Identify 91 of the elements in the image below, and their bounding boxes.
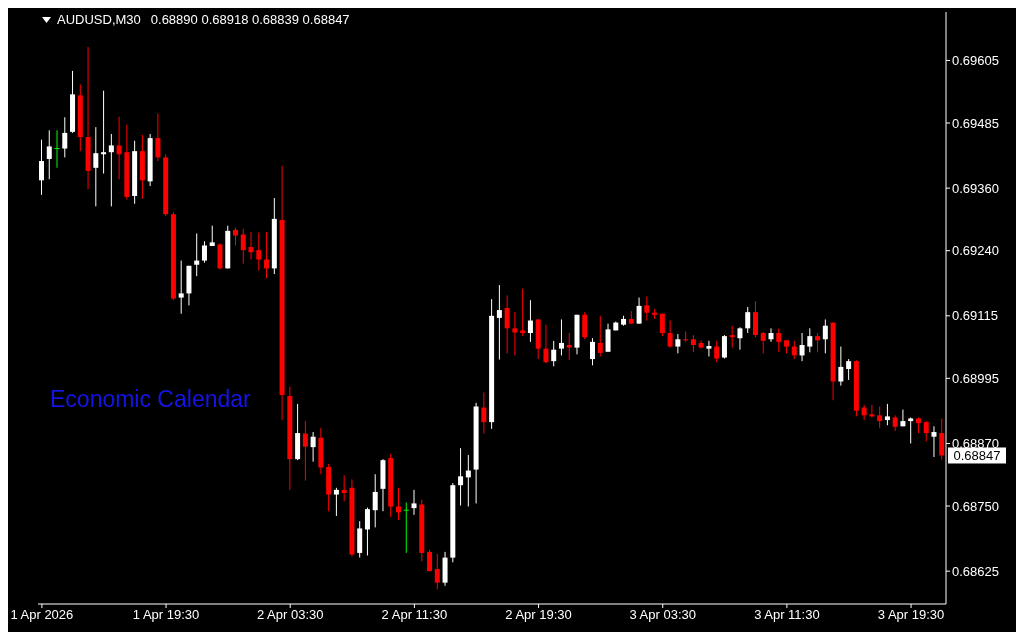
candlestick xyxy=(434,553,440,590)
candlestick xyxy=(908,416,914,444)
candlestick xyxy=(776,327,782,353)
chart-title: AUDUSD,M30 xyxy=(57,12,141,27)
candlestick xyxy=(822,318,828,354)
candlestick xyxy=(411,489,417,516)
candlestick xyxy=(62,116,68,158)
candlestick xyxy=(93,126,99,207)
candlestick xyxy=(248,231,254,261)
candlestick xyxy=(636,297,642,325)
y-tick-label: 0.68625 xyxy=(952,563,999,579)
y-tick-label: 0.68750 xyxy=(952,498,999,514)
candlestick xyxy=(403,501,410,554)
candlestick xyxy=(527,299,533,343)
candlestick xyxy=(217,242,223,270)
candlestick xyxy=(108,133,114,207)
candlestick xyxy=(178,260,184,315)
candlestick xyxy=(54,129,61,169)
candlestick xyxy=(558,318,564,356)
candlestick xyxy=(675,333,681,354)
candlestick xyxy=(194,232,200,277)
candlestick xyxy=(737,326,743,351)
annotation: Economic Calendar xyxy=(50,386,251,413)
candlestick xyxy=(799,332,805,362)
candlestick xyxy=(714,340,720,363)
candlestick xyxy=(364,507,370,557)
candlestick xyxy=(566,332,572,361)
candlestick xyxy=(729,325,735,349)
candlestick xyxy=(481,391,487,435)
candlestick xyxy=(721,334,727,360)
candlestick xyxy=(605,323,611,353)
y-tick-label: 0.69360 xyxy=(952,180,999,196)
candlestick xyxy=(310,431,316,463)
candlestick xyxy=(683,330,689,343)
candlestick xyxy=(745,306,751,334)
candlestick xyxy=(512,311,518,356)
candlestick xyxy=(923,420,929,442)
x-tick-label: 2 Apr 11:30 xyxy=(381,607,448,623)
candlestick xyxy=(46,129,52,180)
candlestick xyxy=(931,425,937,458)
candlestick xyxy=(597,315,603,357)
candlestick xyxy=(877,405,883,429)
candlestick xyxy=(302,420,308,481)
candlestick xyxy=(582,311,588,340)
x-tick-label: 3 Apr 03:30 xyxy=(629,607,696,623)
y-tick-label: 0.69485 xyxy=(952,115,999,131)
candlestick xyxy=(209,225,215,247)
x-tick-label: 1 Apr 2026 xyxy=(10,607,74,623)
candlestick xyxy=(760,331,766,354)
y-tick-label: 0.69605 xyxy=(952,53,999,69)
x-tick-label: 3 Apr 11:30 xyxy=(754,607,820,623)
chart-subtitle: 0.68890 0.68918 0.68839 0.68847 xyxy=(150,12,350,27)
candlestick xyxy=(504,294,510,354)
candlestick xyxy=(264,231,270,279)
candlestick xyxy=(240,228,246,265)
candlestick xyxy=(791,340,797,360)
candlestick xyxy=(333,487,339,517)
candlestick xyxy=(201,240,207,264)
x-tick-label: 2 Apr 03:30 xyxy=(256,607,324,623)
candlestick xyxy=(768,327,774,343)
candlestick xyxy=(543,324,549,364)
candlestick xyxy=(869,404,875,418)
x-tick-label: 1 Apr 19:30 xyxy=(132,607,200,623)
candlestick xyxy=(838,346,844,387)
candlestick xyxy=(752,300,758,338)
candlestick xyxy=(116,116,122,180)
y-tick-label: 0.68995 xyxy=(952,370,999,386)
candlestick xyxy=(900,409,906,427)
candlestick xyxy=(458,447,464,507)
candlestick xyxy=(101,90,107,175)
candlestick xyxy=(846,358,852,381)
candlestick xyxy=(341,474,347,502)
candlestick xyxy=(807,327,813,353)
candlestick xyxy=(520,288,526,337)
y-tick-label: 0.69115 xyxy=(952,308,999,324)
candlestick xyxy=(155,113,161,162)
candlestick xyxy=(861,404,867,421)
candlestick xyxy=(551,340,557,367)
candlestick xyxy=(39,139,44,196)
candlestick xyxy=(372,473,378,528)
candlestick xyxy=(706,340,712,357)
y-tick-label: 0.69240 xyxy=(952,243,999,259)
candlestick xyxy=(644,296,650,322)
x-tick-label: 2 Apr 19:30 xyxy=(505,607,572,623)
candlestick xyxy=(884,403,890,426)
candlestick xyxy=(256,231,262,271)
candlestick xyxy=(590,337,596,366)
candlestick xyxy=(496,284,502,361)
candlestick xyxy=(667,320,673,349)
candlestick xyxy=(815,332,821,353)
x-tick-label: 3 Apr 19:30 xyxy=(877,607,945,623)
